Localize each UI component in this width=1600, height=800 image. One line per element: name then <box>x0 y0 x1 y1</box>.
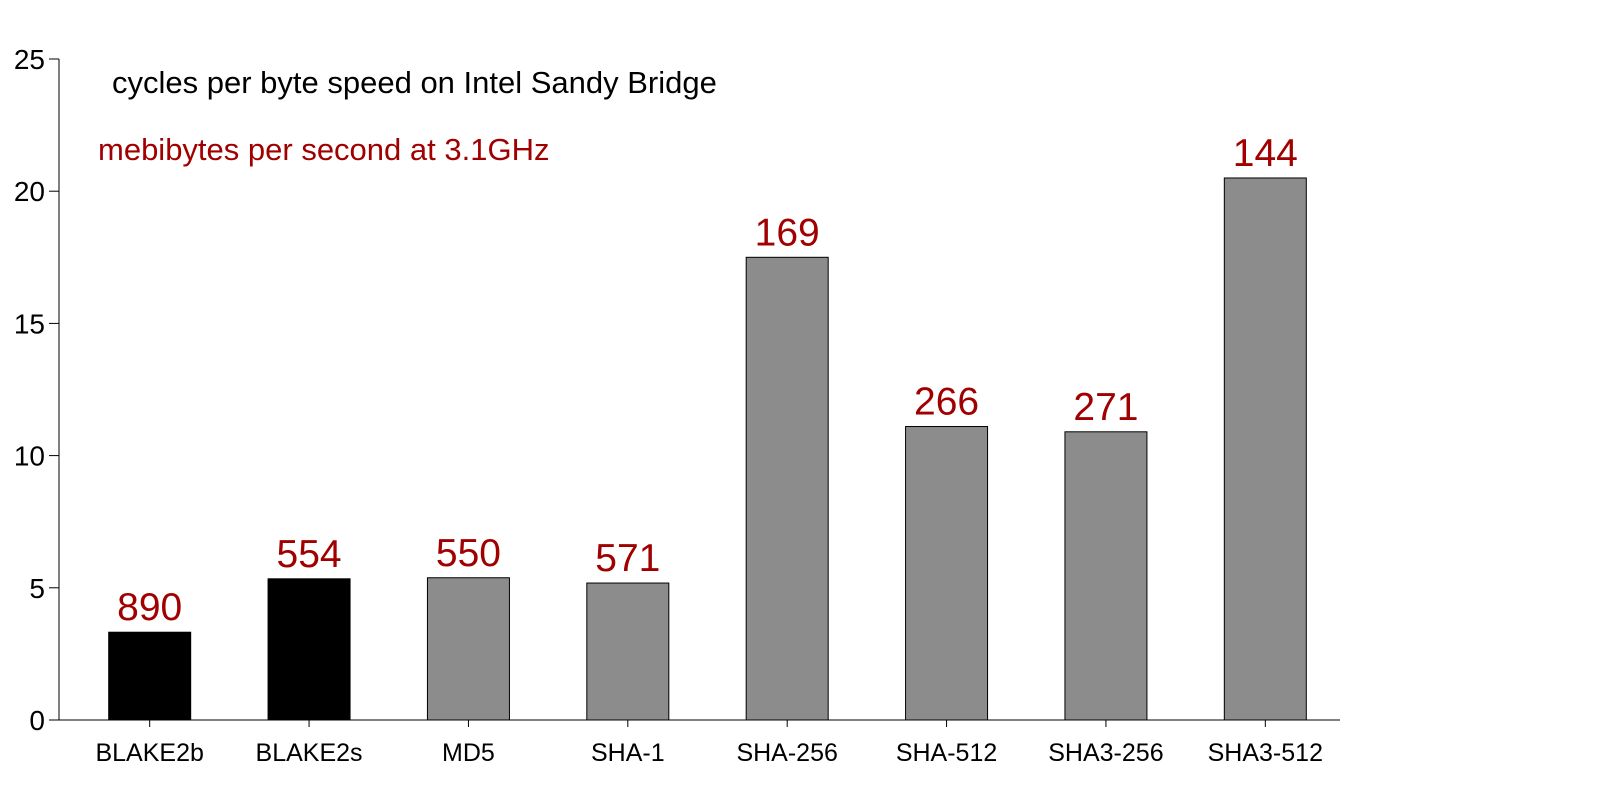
y-tick-label: 0 <box>29 705 45 736</box>
data-label-sha3-512: 144 <box>1233 132 1298 175</box>
data-label-sha3-256: 271 <box>1073 386 1138 429</box>
data-label-sha-256: 169 <box>755 211 820 254</box>
category-label-blake2s: BLAKE2s <box>256 739 363 767</box>
bar-sha-1 <box>586 582 670 721</box>
data-label-sha-512: 266 <box>914 381 979 424</box>
bar-md5 <box>426 577 510 721</box>
category-label-sha-512: SHA-512 <box>896 739 997 767</box>
category-label-blake2b: BLAKE2b <box>95 739 203 767</box>
y-tick-label: 20 <box>14 176 45 207</box>
bar-blake2s <box>267 578 351 721</box>
y-tick-label: 5 <box>29 573 45 604</box>
category-label-sha-1: SHA-1 <box>591 739 665 767</box>
category-label-sha-256: SHA-256 <box>736 739 837 767</box>
category-label-sha3-512: SHA3-512 <box>1208 739 1323 767</box>
data-label-sha-1: 571 <box>595 537 660 580</box>
chart-subtitle: mebibytes per second at 3.1GHz <box>98 132 549 167</box>
y-tick-label: 25 <box>14 44 45 75</box>
bar-sha3-512 <box>1223 177 1307 721</box>
chart-title: cycles per byte speed on Intel Sandy Bri… <box>112 65 717 100</box>
data-label-md5: 550 <box>436 532 501 575</box>
data-labels: 890 554 550 571 169 266 271 144 <box>117 132 1298 629</box>
bar-sha3-256 <box>1064 431 1148 721</box>
y-tick-label: 15 <box>14 308 45 339</box>
category-labels: BLAKE2b BLAKE2s MD5 SHA-1 SHA-256 SHA-512 SHA3… <box>95 720 1323 767</box>
y-tick-label: 10 <box>14 441 45 472</box>
bar-sha-512 <box>905 426 989 721</box>
bar-sha-256 <box>745 256 829 721</box>
bar-blake2b <box>108 631 192 721</box>
data-label-blake2b: 890 <box>117 586 182 629</box>
category-label-sha3-256: SHA3-256 <box>1048 739 1163 767</box>
data-label-blake2s: 554 <box>277 533 342 576</box>
y-axis-ticks: 0 5 10 15 20 25 <box>14 44 59 736</box>
bars <box>108 177 1307 721</box>
category-label-md5: MD5 <box>442 739 495 767</box>
